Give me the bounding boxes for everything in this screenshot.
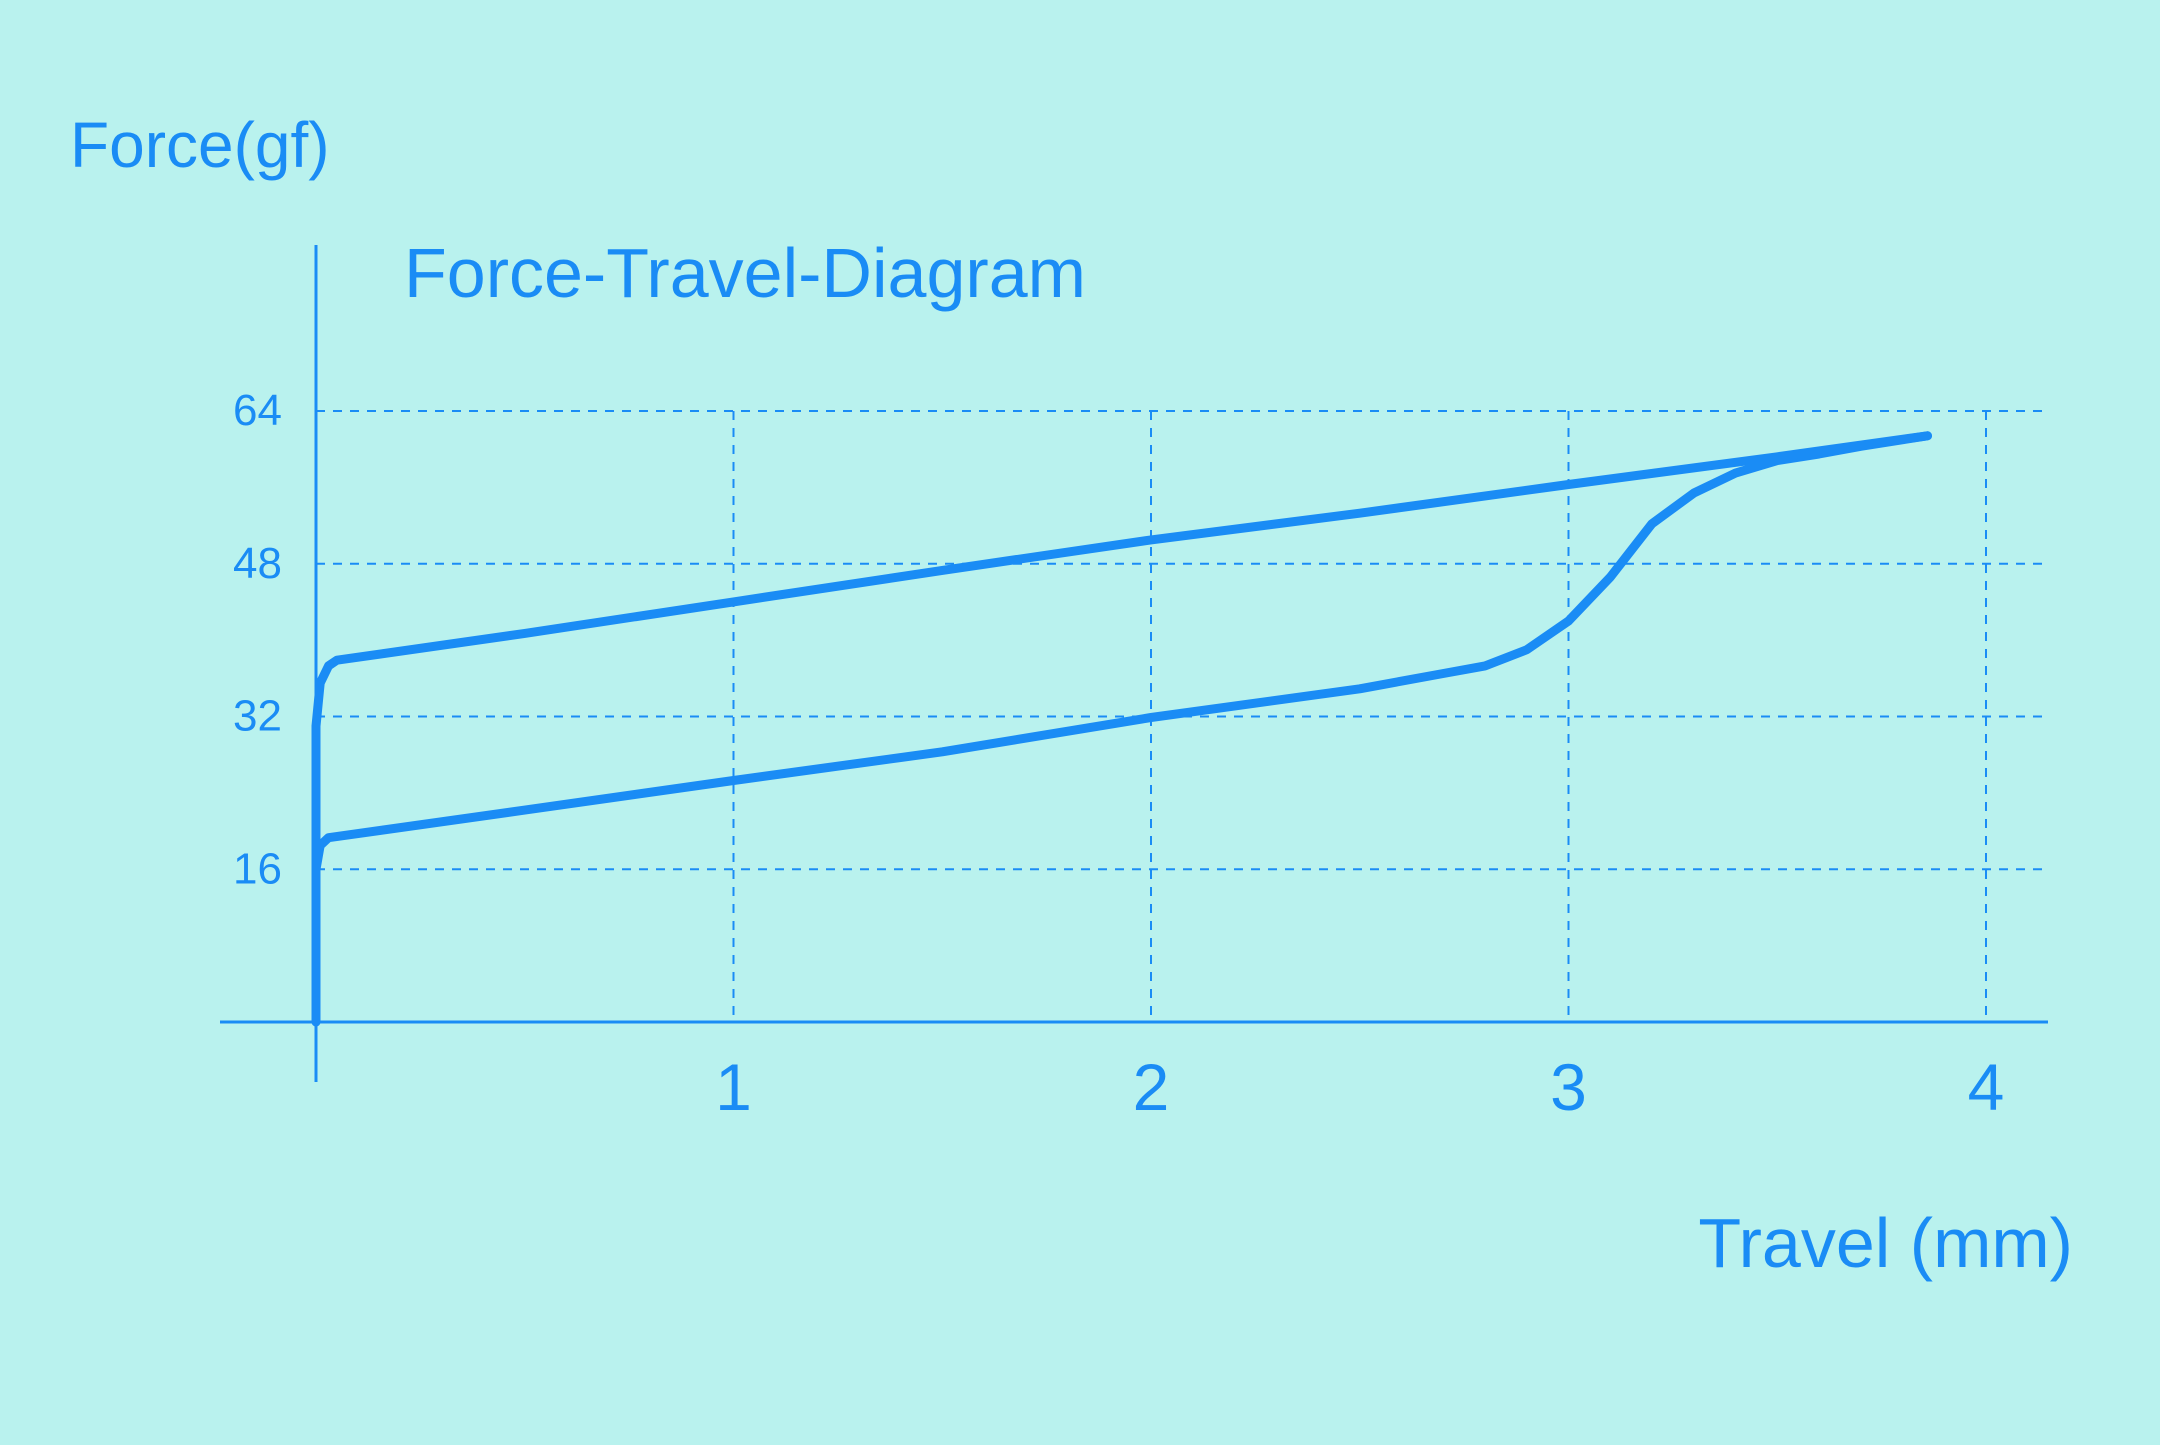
- x-axis-label: Travel (mm): [1698, 1204, 2073, 1282]
- chart-title: Force-Travel-Diagram: [404, 234, 1086, 312]
- y-tick-label-64: 64: [233, 386, 282, 435]
- x-tick-label-2: 2: [1133, 1050, 1170, 1124]
- series-line-2: [311, 431, 1932, 1027]
- x-tick-label-3: 3: [1550, 1050, 1587, 1124]
- y-tick-label-48: 48: [233, 539, 282, 588]
- tick-labels: 16 32 48 64 1 2 3 4: [233, 386, 2004, 1124]
- axis-layer: [220, 245, 2048, 1082]
- y-axis-label: Force(gf): [70, 109, 330, 181]
- y-tick-label-32: 32: [233, 692, 282, 741]
- series-layer: [311, 431, 1932, 1027]
- x-tick-label-4: 4: [1968, 1050, 2005, 1124]
- y-tick-label-16: 16: [233, 844, 282, 893]
- x-tick-label-1: 1: [715, 1050, 752, 1124]
- series-line-1: [311, 431, 1932, 1027]
